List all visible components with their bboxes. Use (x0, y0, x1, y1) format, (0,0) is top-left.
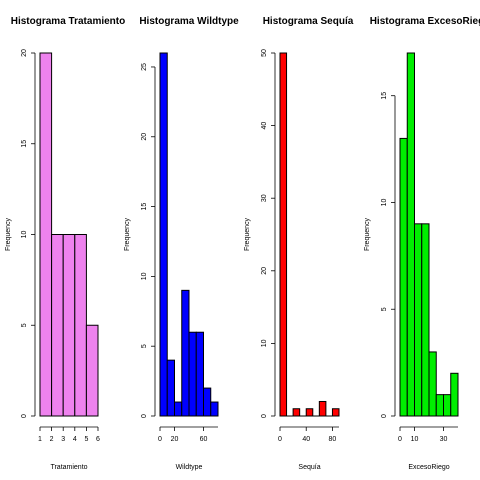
histogram-bar (305, 408, 314, 417)
histogram-bar (414, 223, 423, 417)
x-tick-label: 80 (329, 436, 337, 443)
histogram-bar (51, 234, 64, 417)
y-tick-label: 5 (21, 323, 28, 327)
y-tick-label: 50 (261, 49, 268, 57)
histogram-bar (195, 331, 204, 417)
chart-title: Histograma ExcesoRiego (370, 16, 480, 27)
x-tick-label: 0 (278, 436, 282, 443)
y-tick-label: 0 (141, 414, 148, 418)
y-tick-label: 10 (21, 231, 28, 239)
x-tick-label: 1 (38, 436, 42, 443)
y-tick-label: 5 (381, 307, 388, 311)
y-axis-label: Frequency (5, 217, 12, 251)
histogram-bar (174, 401, 183, 417)
x-tick-label: 0 (398, 436, 402, 443)
y-tick-label: 0 (21, 414, 28, 418)
histogram-bar (443, 394, 452, 417)
y-tick-label: 10 (261, 339, 268, 347)
histogram-bar (210, 401, 219, 417)
histogram-panel-2: Histograma Wildtype 0 5 10 15 20 25 0 20 60 Wildty… (124, 16, 239, 471)
y-axis-label: Frequency (244, 217, 251, 251)
y-tick-label: 20 (261, 267, 268, 275)
x-axis-label: ExcesoRiego (408, 464, 449, 471)
y-tick-label: 15 (21, 140, 28, 148)
y-tick-label: 25 (141, 63, 148, 71)
chart-title: Histograma Tratamiento (11, 16, 125, 27)
x-tick-label: 40 (302, 436, 310, 443)
histogram-panel-4: Histograma ExcesoRiego 0 5 10 15 0 10 30 ExcesoR… (364, 16, 480, 471)
histogram-bar (166, 359, 175, 417)
y-axis-label: Frequency (364, 217, 371, 251)
histogram-bar (188, 331, 197, 417)
x-tick-label: 6 (96, 436, 100, 443)
x-tick-label: 30 (440, 436, 448, 443)
x-tick-label: 2 (50, 436, 54, 443)
histogram-bar (292, 408, 301, 417)
x-tick-label: 4 (73, 436, 77, 443)
x-tick-label: 10 (411, 436, 419, 443)
chart-title: Histograma Sequía (263, 16, 354, 27)
y-tick-label: 15 (141, 203, 148, 211)
histogram-bar (450, 372, 459, 417)
histogram-bar (331, 408, 340, 417)
histogram-bar (421, 223, 430, 417)
histogram-bar (39, 52, 53, 417)
y-tick-label: 10 (141, 272, 148, 280)
x-tick-label: 20 (171, 436, 179, 443)
histogram-bar (74, 234, 87, 417)
y-tick-label: 0 (261, 414, 268, 418)
y-tick-label: 20 (141, 133, 148, 141)
histogram-bar (435, 394, 444, 417)
x-tick-label: 3 (61, 436, 65, 443)
histogram-bar (62, 234, 76, 417)
x-axis-label: Sequía (298, 464, 320, 471)
histogram-bar (181, 289, 190, 417)
histogram-bar (203, 387, 212, 417)
x-axis-label: Wildtype (176, 464, 203, 471)
y-tick-label: 5 (141, 344, 148, 348)
y-tick-label: 10 (381, 198, 388, 206)
y-tick-label: 0 (381, 414, 388, 418)
x-axis-label: Tratamiento (50, 464, 87, 471)
histogram-bar (406, 52, 415, 417)
y-tick-label: 30 (261, 194, 268, 202)
histogram-bar (85, 324, 99, 417)
histogram-panel-3: Histograma Sequía 0 10 20 30 40 50 0 40 80 Sequía F… (244, 16, 354, 471)
x-tick-label: 60 (200, 436, 208, 443)
x-tick-label: 0 (158, 436, 162, 443)
chart-title: Histograma Wildtype (139, 16, 239, 27)
y-tick-label: 20 (21, 49, 28, 57)
x-tick-label: 5 (84, 436, 88, 443)
histogram-bar (159, 52, 168, 417)
y-tick-label: 15 (381, 92, 388, 100)
histogram-bar (279, 52, 288, 417)
histogram-bar (399, 137, 408, 417)
y-axis-label: Frequency (124, 217, 131, 251)
histogram-bar (318, 400, 327, 417)
y-tick-label: 40 (261, 122, 268, 130)
histogram-bar (428, 351, 437, 417)
